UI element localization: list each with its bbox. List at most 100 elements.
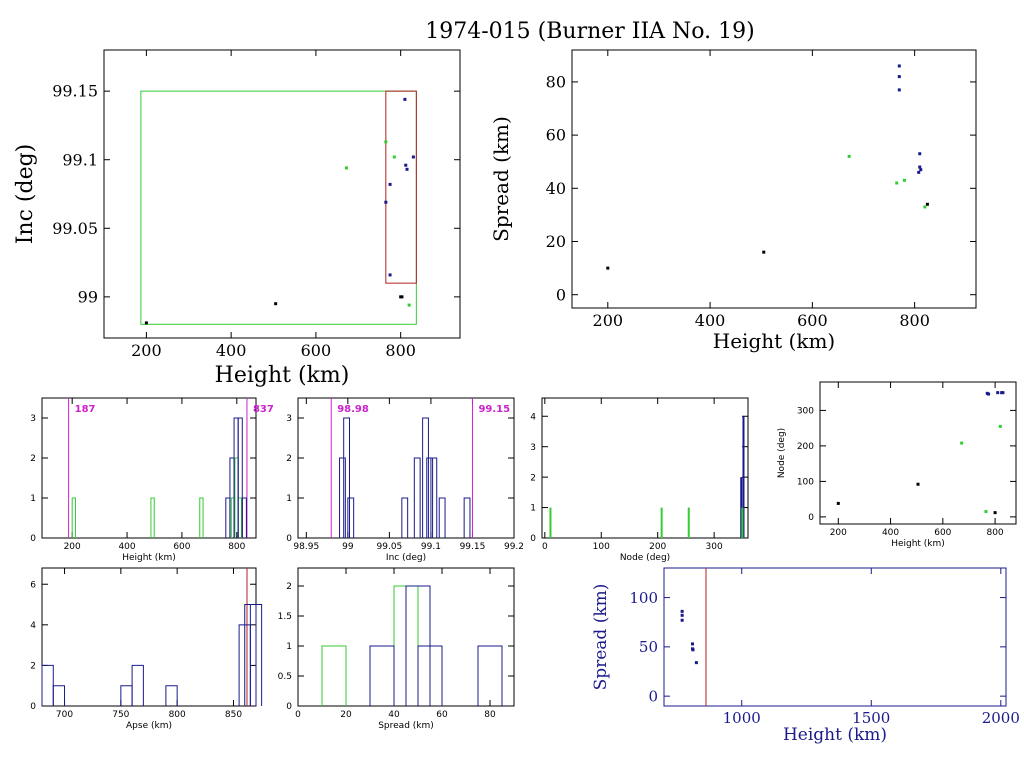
x-tick-label: 1000 [723,709,761,727]
data-point-blue [694,661,698,665]
histogram-bar-blue [369,645,395,706]
chart-node-height: 200 400 600 800 0 100 200 300 Height (km) Node (d… [777,381,1017,549]
reference-line-label: 837 [253,404,274,415]
y-tick-label: 50 [639,638,658,656]
chart-hist-height: 200 400 600 800 0 1 2 3 Height (km) 187 837 [30,397,274,563]
histogram-bar-blue [120,685,133,706]
y-tick-label: 99.1 [62,150,98,169]
chart-hist-node: 0 100 200 300 0 1 2 3 4 Node (deg) [530,397,749,563]
x-tick-label: 800 [899,311,930,330]
x-tick-label: 400 [216,341,247,360]
x-tick-label: 60 [436,710,448,720]
x-tick-label: 99.1 [421,542,441,552]
y-tick-label: 300 [797,407,814,417]
x-tick-label: 400 [118,542,135,552]
x-tick-label: 400 [695,311,726,330]
data-point-blue [918,152,922,156]
y-tick-label: 0 [556,285,566,304]
histogram-bar-blue [225,497,231,538]
chart-inc-height: 200 400 600 800 99 99.05 99.1 99.15 Height (km) I… [13,49,461,388]
y-tick-label: 60 [546,126,566,145]
y-tick-label: 3 [286,414,292,424]
plot-frame [41,567,257,707]
x-tick-label: 200 [64,542,81,552]
histogram-bar-blue [52,685,66,706]
y-tick-label: 100 [629,589,658,607]
x-tick-label: 20 [340,710,352,720]
x-axis-label: Apse (km) [126,721,172,731]
data-point-black [400,295,404,299]
plot-frame [41,397,257,539]
histogram-bar-blue [463,497,471,538]
y-tick-label: 0.5 [278,672,292,682]
histogram-bar-blue [413,457,421,538]
data-point-black [144,321,148,325]
x-tick-label: 99 [342,542,354,552]
y-tick-label: 3 [30,414,36,424]
data-point-green [895,181,899,185]
histogram-bar-green [321,645,347,706]
x-axis-label: Height (km) [783,725,887,745]
x-tick-label: 800 [385,341,416,360]
data-point-green [344,166,348,170]
histogram-bar-blue [477,645,503,706]
y-axis-label: Spread (km) [591,584,611,691]
data-point-blue [388,182,392,186]
y-tick-label: 6 [30,580,36,590]
histogram-bar-blue [249,604,263,706]
x-axis-label: Height (km) [215,363,350,388]
reference-line-label: 99.15 [478,404,510,415]
y-tick-label: 4 [30,621,36,631]
y-tick-label: 100 [797,478,814,488]
data-point-blue [897,64,901,68]
chart-spread-height-wide: 1000 1500 2000 0 50 100 Height (km) Spread (km) [591,567,1020,745]
x-tick-label: 99.05 [377,542,403,552]
plot-frame [297,397,515,539]
data-point-black [274,302,278,306]
data-point-green [960,441,964,445]
histogram-bar-blue [343,417,351,538]
chart-hist-inc: 98.95 99 99.05 99.1 99.15 99.2 0 1 2 3 Inc (deg) 98… [286,397,524,563]
data-point-blue [987,392,991,396]
data-point-blue [996,391,1000,395]
histogram-bar-blue [422,417,429,538]
x-axis-label: Height (km) [122,553,176,563]
histogram-bar-blue [241,497,247,538]
x-tick-label: 800 [228,542,245,552]
histogram-bar-blue [41,664,54,706]
data-point-blue [919,168,923,172]
histogram-bar-blue [165,685,178,706]
data-point-blue [405,167,409,171]
x-tick-label: 98.95 [293,542,319,552]
y-tick-label: 3 [530,443,536,453]
y-tick-label: 4 [530,412,536,422]
x-tick-label: 600 [934,528,951,538]
data-point-blue [1001,391,1005,395]
x-tick-label: 0 [542,542,548,552]
x-tick-label: 800 [169,710,186,720]
y-tick-label: 2 [286,454,292,464]
plot-frame [663,567,1007,707]
data-point-blue [388,273,392,277]
data-point-blue [403,97,407,101]
y-tick-label: 0 [286,702,292,712]
x-tick-label: 40 [388,710,400,720]
chart-spread-height: 200 400 600 800 0 20 40 60 80 Height (km) Spread (… [489,49,977,353]
x-tick-label: 2000 [982,709,1020,727]
data-point-blue [897,75,901,79]
histogram-bar-green [199,497,204,538]
y-tick-label: 2 [286,582,292,592]
histogram-bar-green [150,497,155,538]
data-point-green [998,424,1002,428]
region-box-red [385,90,417,284]
data-point-green [923,205,927,209]
data-point-blue [411,155,415,159]
x-tick-label: 600 [301,341,332,360]
histogram-bar-blue [438,497,446,538]
y-tick-label: 0 [648,687,658,705]
y-tick-label: 80 [546,73,566,92]
x-axis-label: Node (deg) [620,553,670,563]
data-point-blue [897,88,901,92]
x-tick-label: 600 [797,311,828,330]
